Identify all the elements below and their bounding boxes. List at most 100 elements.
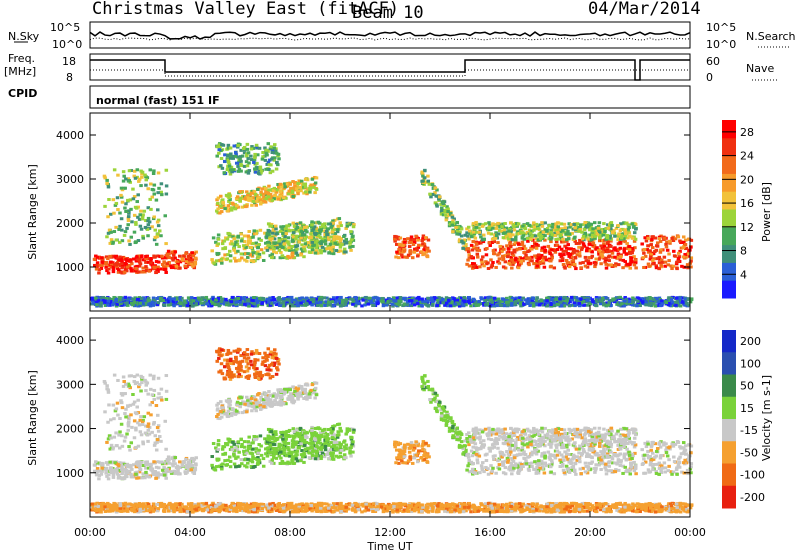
power-cell	[155, 296, 159, 300]
power-cell	[119, 193, 123, 197]
power-cell	[431, 300, 435, 304]
power-cell	[315, 251, 320, 255]
power-cell	[529, 237, 533, 241]
power-cell	[313, 191, 317, 195]
power-cell	[481, 233, 486, 237]
power-cell	[238, 155, 243, 159]
power-cell	[160, 256, 165, 260]
power-cell	[525, 300, 529, 304]
power-cell	[215, 145, 220, 149]
power-cell	[314, 246, 319, 250]
power-cell	[492, 252, 496, 256]
power-cell	[290, 244, 294, 248]
power-cell	[391, 296, 396, 300]
y-tick-label: 1000	[56, 261, 84, 274]
power-cell	[386, 297, 391, 301]
power-cell	[160, 254, 164, 258]
power-cell	[505, 296, 509, 300]
power-cell	[185, 265, 189, 269]
freq-unit-label: [MHz]	[4, 65, 36, 78]
power-cell	[342, 235, 346, 239]
power-cell	[442, 204, 447, 208]
power-cell	[441, 213, 446, 217]
power-cell	[278, 242, 282, 246]
velocity-cell	[137, 466, 142, 470]
power-cell	[640, 242, 644, 246]
power-cell	[654, 264, 659, 268]
power-cell	[294, 251, 299, 255]
power-cell	[329, 298, 334, 302]
power-cell	[266, 222, 271, 226]
power-cell	[297, 180, 302, 184]
power-cell	[125, 269, 129, 273]
power-cell	[414, 248, 419, 252]
power-cell	[187, 262, 191, 266]
power-cell	[501, 258, 505, 262]
power-cell	[472, 301, 476, 305]
power-cell	[555, 247, 560, 251]
power-cell	[533, 234, 538, 238]
velocity-cell	[112, 468, 117, 472]
power-cell	[590, 233, 595, 237]
power-cell	[216, 242, 220, 246]
power-cell	[138, 213, 142, 217]
power-cell	[558, 233, 562, 237]
power-cell	[367, 296, 371, 300]
power-cell	[507, 232, 511, 236]
power-cell	[234, 196, 239, 200]
power-cell	[520, 240, 525, 244]
power-cell	[109, 262, 114, 266]
power-cell	[549, 257, 554, 261]
power-cell	[507, 261, 511, 265]
power-cell	[137, 179, 141, 183]
power-cell	[667, 252, 671, 256]
power-cell	[495, 300, 500, 304]
power-cell	[140, 175, 144, 179]
power-cell	[280, 228, 284, 232]
power-cell	[193, 260, 198, 264]
power-cell	[259, 192, 263, 196]
power-cell	[219, 149, 223, 153]
power-cell	[241, 303, 245, 307]
power-cell	[99, 266, 104, 270]
power-cell	[594, 257, 598, 261]
power-cell	[617, 263, 621, 267]
power-cell	[155, 303, 160, 307]
power-cell	[467, 301, 472, 305]
power-cell	[237, 259, 241, 263]
power-cell	[164, 255, 168, 259]
power-cell	[135, 255, 139, 259]
velocity-cell	[280, 443, 284, 447]
power-cell	[459, 227, 464, 231]
power-cell	[580, 240, 584, 244]
power-cell	[309, 298, 313, 302]
power-cell	[123, 261, 128, 265]
power-cell	[252, 302, 256, 306]
power-cell	[119, 217, 124, 221]
velocity-cell	[170, 456, 175, 460]
power-cell	[391, 304, 395, 308]
power-cell	[304, 190, 308, 194]
power-cell	[154, 242, 159, 246]
power-cell	[274, 232, 279, 236]
power-cell	[217, 143, 222, 147]
power-cell	[526, 297, 531, 301]
power-cell	[397, 256, 401, 260]
power-cell	[169, 266, 174, 270]
power-cell	[222, 302, 227, 306]
velocity-cell	[138, 468, 143, 472]
power-cell	[265, 248, 270, 252]
power-cell	[138, 304, 142, 308]
power-cell	[150, 300, 155, 304]
velocity-cell	[169, 470, 173, 474]
power-cell	[592, 221, 597, 225]
velocity-cell	[134, 472, 138, 476]
power-cell	[275, 196, 279, 200]
power-cell	[414, 234, 418, 238]
power-cell	[689, 265, 693, 269]
power-cell	[320, 237, 325, 241]
power-cell	[437, 197, 441, 201]
power-cell	[104, 265, 108, 269]
power-cell	[158, 299, 163, 303]
power-cell	[343, 302, 348, 306]
